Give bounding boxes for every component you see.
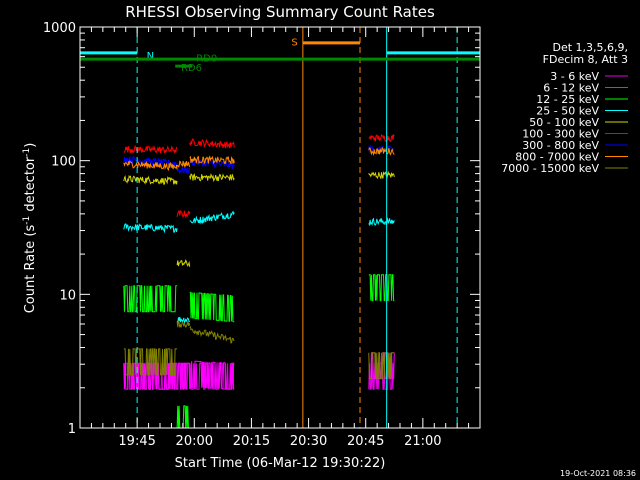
series-8 [123,320,395,380]
series-line [123,210,395,325]
series-3 [123,210,395,325]
legend-entry-label: 12 - 25 keV [536,93,599,106]
plot-frame [79,26,481,429]
annotation-label: RD0 [196,54,217,65]
timestamp: 19-Oct-2021 08:36 [560,469,636,478]
legend-entry-label: 6 - 12 keV [543,82,599,95]
series-line [123,352,395,390]
annotation-label: RD6 [181,63,202,74]
series-2 [123,274,395,429]
legend-entry-label: 50 - 100 keV [529,116,599,129]
series-6 [123,144,395,175]
x-tick-label: 20:30 [290,434,327,449]
series-line [123,144,395,175]
x-tick-label: 20:00 [176,434,213,449]
legend-entry-label: 7000 - 15000 keV [501,162,599,175]
plot-axes: 19:45 20:00 20:15 20:30 20:45 21:00 1 10 100 1000 [43,21,481,449]
y-axis-label: Count Rate (s-1 detector-1) [22,143,38,314]
series-5 [123,133,395,219]
x-tick-label: 20:15 [233,434,270,449]
series-line [123,274,395,429]
x-tick-label: 21:00 [404,434,441,449]
chart-title: RHESSI Observing Summary Count Rates [125,3,435,21]
series-line [123,133,395,219]
x-tick-label: 19:45 [118,434,155,449]
legend-entry-label: 25 - 50 keV [536,105,599,118]
y-tick-label: 1 [68,422,76,437]
legend-header: Det 1,3,5,6,9, [552,41,628,54]
y-tick-label: 1000 [43,21,76,36]
annotation-label: N [147,51,154,62]
legend-entry-label: 100 - 300 keV [522,128,599,141]
legend: Det 1,3,5,6,9,FDecim 8, Att 3 3 - 6 keV6 … [501,41,628,175]
series-4 [123,170,395,267]
series-line [123,170,395,267]
y-axis-label-sup1: -1 [22,216,32,225]
y-axis-label-base: Count Rate (s [23,225,38,314]
series-1 [123,352,395,390]
y-tick-label: 100 [51,155,76,170]
series-line [123,146,395,172]
legend-entry-label: 300 - 800 keV [522,139,599,152]
plot-data [123,133,395,429]
legend-header: FDecim 8, Att 3 [543,53,628,66]
x-axis-label: Start Time (06-Mar-12 19:30:22) [175,456,386,471]
y-axis-label-mid: detector [23,156,38,216]
legend-entry-label: 800 - 7000 keV [515,151,599,164]
series-line [123,320,395,380]
y-axis-label-sup2: -1 [22,148,32,157]
series-7 [123,146,395,172]
legend-entry-label: 3 - 6 keV [550,70,599,83]
y-axis-label-end: ) [23,143,38,148]
x-tick-label: 20:45 [347,434,384,449]
y-tick-label: 10 [59,288,76,303]
annotation-label: S [291,37,297,48]
